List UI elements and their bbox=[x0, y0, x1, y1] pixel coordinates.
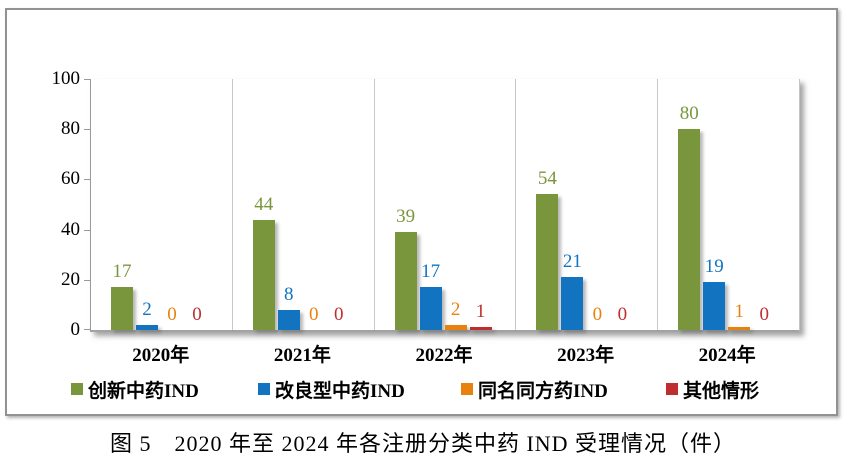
bar bbox=[678, 129, 701, 330]
legend-swatch bbox=[71, 383, 83, 395]
bar-value-label: 8 bbox=[284, 284, 294, 305]
bar-value-label: 80 bbox=[679, 103, 699, 124]
x-axis-label: 2020年 bbox=[132, 345, 190, 366]
y-tick-label: 20 bbox=[61, 268, 80, 290]
bar bbox=[419, 287, 442, 330]
bar bbox=[252, 220, 275, 330]
bar-value-label: 0 bbox=[334, 304, 344, 325]
y-tick-mark bbox=[84, 329, 90, 330]
legend-label: 创新中药IND bbox=[88, 380, 199, 402]
bar-value-label: 39 bbox=[396, 206, 416, 227]
legend-swatch bbox=[461, 383, 473, 395]
y-tick-mark bbox=[84, 179, 90, 181]
y-tick-label: 80 bbox=[61, 118, 80, 140]
bar-value-label: 44 bbox=[254, 194, 274, 215]
bar-value-label: 0 bbox=[592, 304, 603, 325]
plot-area: 17 2 0 0 44 8 0 0 39 17 2 1 54 21 0 0 80 19 1 0 bbox=[90, 79, 800, 332]
legend-label: 其他情形 bbox=[683, 380, 760, 402]
bar bbox=[277, 310, 300, 330]
x-axis-label: 2023年 bbox=[557, 345, 615, 366]
bar-value-label: 0 bbox=[192, 304, 202, 325]
legend-item: 其他情形 bbox=[666, 376, 759, 402]
bar-value-label: 0 bbox=[617, 304, 628, 325]
bar-value-label: 2 bbox=[142, 299, 152, 320]
bar-value-label: 1 bbox=[475, 301, 486, 322]
bar-value-label: 17 bbox=[112, 261, 132, 282]
bar bbox=[469, 327, 492, 330]
legend: 创新中药IND 改良型中药IND 同名同方药IND 其他情形 bbox=[7, 376, 836, 404]
bar-value-label: 0 bbox=[167, 304, 177, 325]
y-tick-label: 60 bbox=[61, 168, 80, 190]
category-panel: 54 21 0 0 bbox=[516, 79, 659, 330]
legend-label: 同名同方药IND bbox=[478, 380, 608, 402]
bar-value-label: 54 bbox=[537, 168, 557, 189]
category-panel: 17 2 0 0 bbox=[91, 79, 233, 330]
bar bbox=[444, 325, 467, 330]
bar-value-label: 0 bbox=[309, 304, 319, 325]
y-tick-mark bbox=[84, 129, 90, 131]
legend-label: 改良型中药IND bbox=[275, 380, 405, 402]
bar-value-label: 17 bbox=[421, 261, 441, 282]
bar bbox=[536, 194, 559, 330]
y-tick-label: 100 bbox=[51, 68, 81, 89]
y-tick-mark bbox=[84, 229, 90, 231]
bar-value-label: 1 bbox=[734, 301, 744, 322]
legend-item: 同名同方药IND bbox=[461, 376, 608, 402]
category-panel: 80 19 1 0 bbox=[658, 79, 799, 330]
figure-caption: 图 5 2020 年至 2024 年各注册分类中药 IND 受理情况（件） bbox=[109, 431, 737, 456]
bar bbox=[561, 277, 584, 330]
x-axis-label: 2024年 bbox=[698, 345, 756, 366]
legend-item: 创新中药IND bbox=[71, 376, 199, 402]
legend-swatch bbox=[258, 383, 270, 395]
x-axis-label: 2022年 bbox=[415, 345, 473, 366]
y-tick-label: 40 bbox=[61, 218, 80, 240]
bar bbox=[111, 287, 133, 330]
chart-container: 0 20 40 60 80 100 17 2 0 0 44 8 0 0 39 17 2 1 54 21 0 0 80 19 1… bbox=[5, 8, 838, 416]
bar bbox=[703, 282, 726, 330]
y-tick-label: 0 bbox=[70, 319, 81, 340]
x-axis: 2020年 2021年 2022年 2023年 2024年 bbox=[90, 340, 798, 367]
legend-swatch bbox=[666, 383, 678, 395]
bar bbox=[728, 327, 751, 330]
bar-value-label: 2 bbox=[450, 299, 461, 320]
legend-item: 改良型中药IND bbox=[258, 376, 405, 402]
y-tick-mark bbox=[84, 279, 90, 281]
bar bbox=[394, 232, 417, 330]
bar-value-label: 0 bbox=[759, 304, 769, 325]
x-axis-label: 2021年 bbox=[273, 345, 331, 366]
category-panel: 44 8 0 0 bbox=[233, 79, 375, 330]
bar-value-label: 19 bbox=[704, 256, 724, 277]
category-panel: 39 17 2 1 bbox=[375, 79, 517, 330]
y-tick-mark bbox=[84, 79, 90, 80]
bar bbox=[136, 325, 158, 330]
bar-value-label: 21 bbox=[562, 251, 582, 272]
